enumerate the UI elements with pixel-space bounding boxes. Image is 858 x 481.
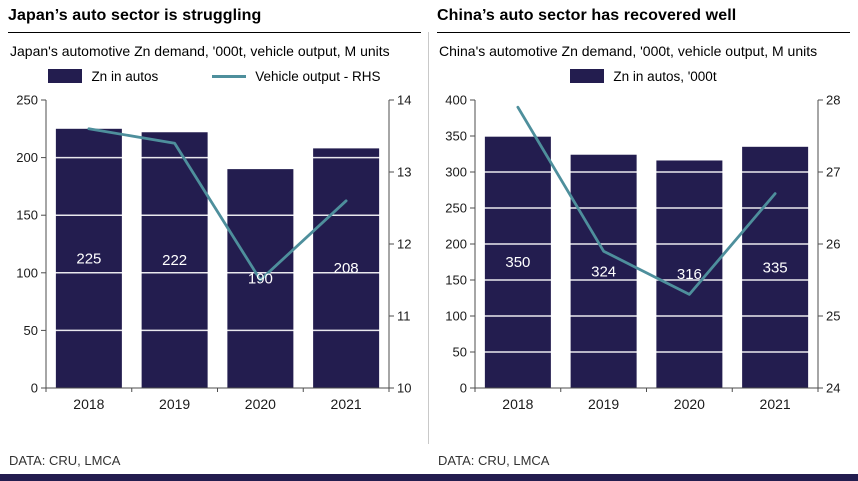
source-note-china: DATA: CRU, LMCA <box>438 453 550 468</box>
china-panel: China’s auto sector has recovered well C… <box>429 0 858 421</box>
category-label-2019: 2019 <box>588 396 619 412</box>
china-chart-title: China’s auto sector has recovered well <box>437 5 850 33</box>
category-label-2020: 2020 <box>674 396 705 412</box>
legend-item-vehicle-output: Vehicle output - RHS <box>212 68 381 84</box>
left-axis-label: 150 <box>445 273 467 288</box>
bar-value-label: 324 <box>591 264 616 281</box>
legend-label: Vehicle output - RHS <box>255 68 381 84</box>
right-axis-label: 24 <box>826 381 840 396</box>
bar-value-label: 208 <box>334 260 359 277</box>
right-axis-label: 27 <box>826 165 840 180</box>
bar-value-label: 222 <box>162 252 187 269</box>
vehicle-output-line <box>87 127 348 282</box>
left-axis-label: 100 <box>445 309 467 324</box>
japan-legend: Zn in autos Vehicle output - RHS <box>8 66 421 86</box>
left-axis-label: 350 <box>445 129 467 144</box>
right-axis-label: 13 <box>397 165 411 180</box>
source-note-japan: DATA: CRU, LMCA <box>9 453 121 468</box>
category-label-2020: 2020 <box>245 396 276 412</box>
china-chart-subtitle: China's automotive Zn demand, '000t, veh… <box>439 43 818 59</box>
vehicle-output-line <box>516 105 777 296</box>
bar-2021 <box>742 146 809 389</box>
left-axis-label: 200 <box>445 237 467 252</box>
chart-panels: Japan’s auto sector is struggling Japan'… <box>0 0 858 421</box>
bar-2018 <box>55 128 122 389</box>
left-axis-label: 0 <box>31 381 38 396</box>
bar-2018 <box>484 136 551 389</box>
japan-panel: Japan’s auto sector is struggling Japan'… <box>0 0 429 421</box>
right-axis-label: 28 <box>826 93 840 108</box>
legend-label: Zn in autos <box>91 68 159 84</box>
legend-item-zn-in-autos: Zn in autos <box>48 69 158 84</box>
bar-value-label: 335 <box>763 260 788 277</box>
bar-value-label: 225 <box>76 251 101 268</box>
category-label-2021: 2021 <box>760 396 791 412</box>
right-axis-label: 14 <box>397 93 411 108</box>
left-axis-label: 100 <box>16 265 38 280</box>
left-axis-label: 50 <box>24 323 38 338</box>
japan-chart-title: Japan’s auto sector is struggling <box>8 5 421 33</box>
left-axis-label: 300 <box>445 165 467 180</box>
bar-2019 <box>570 154 637 389</box>
legend-item-zn-in-autos: Zn in autos, '000t <box>570 68 717 84</box>
left-axis-label: 50 <box>453 345 467 360</box>
japan-chart-subtitle: Japan's automotive Zn demand, '000t, veh… <box>10 43 390 59</box>
line-swatch-icon <box>212 74 247 78</box>
japan-chart-plot: 0 50 100 150 200 250 10 11 12 13 14 2018 2019 2020 202… <box>16 93 411 413</box>
left-axis-label: 0 <box>460 381 467 396</box>
bar-value-label: 350 <box>505 254 530 271</box>
left-axis-label: 250 <box>16 93 38 108</box>
china-chart-plot: 0 50 100 150 200 250 300 350 400 24 25 26 27 28 2018 20… <box>445 93 840 413</box>
left-axis-label: 250 <box>445 201 467 216</box>
right-axis-label: 11 <box>397 309 411 324</box>
category-label-2021: 2021 <box>331 396 362 412</box>
right-axis-label: 10 <box>397 381 411 396</box>
legend-label: Zn in autos, '000t <box>613 68 717 84</box>
bottom-accent-strip <box>0 474 858 481</box>
bar-2021 <box>313 148 380 389</box>
right-axis-label: 25 <box>826 309 840 324</box>
bar-2020 <box>656 160 723 389</box>
bar-swatch-icon <box>570 69 605 84</box>
china-legend: Zn in autos, '000t <box>437 66 850 86</box>
bar-value-label: 316 <box>677 266 702 283</box>
bar-swatch-icon <box>48 69 83 84</box>
category-label-2019: 2019 <box>159 396 190 412</box>
bar-value-label: 190 <box>248 271 273 288</box>
left-axis-label: 400 <box>445 93 467 108</box>
left-axis-label: 200 <box>16 150 38 165</box>
category-label-2018: 2018 <box>73 396 104 412</box>
right-axis-label: 26 <box>826 237 840 252</box>
right-axis-label: 12 <box>397 237 411 252</box>
category-label-2018: 2018 <box>502 396 533 412</box>
bar-2019 <box>141 132 208 389</box>
left-axis-label: 150 <box>16 208 38 223</box>
panel-divider <box>428 32 429 444</box>
